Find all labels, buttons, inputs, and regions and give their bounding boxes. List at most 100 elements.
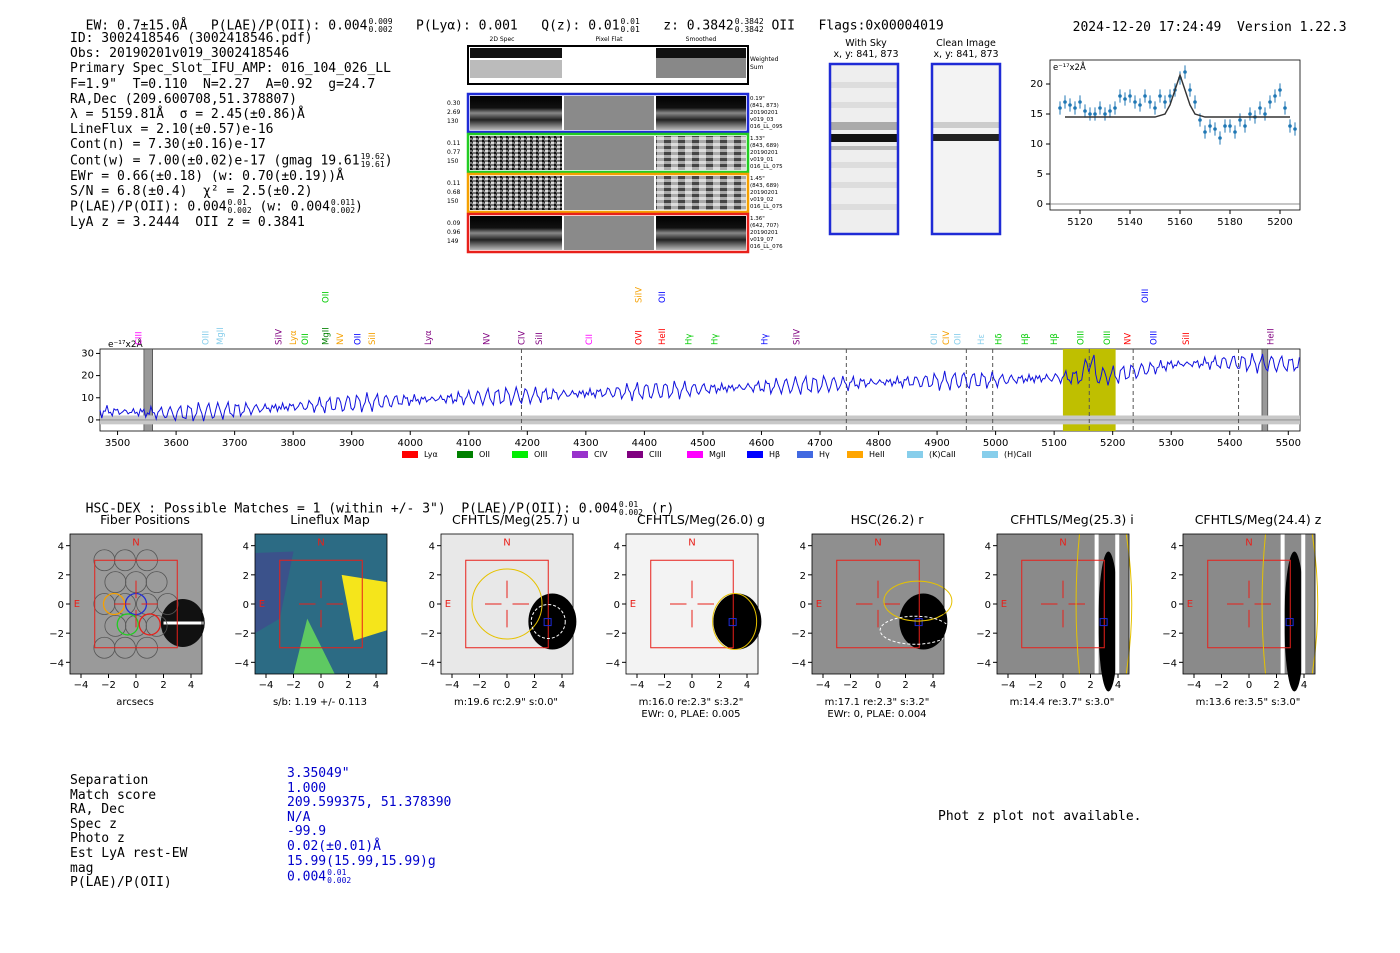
zoom-data-point [1063,100,1067,104]
panel-caption-line1: m:17.1 re:2.3" s:3.2" [824,697,930,708]
search-box [1021,559,1105,649]
panel-ytick-label: 0 [58,600,64,611]
panel-caption: m:14.4 re:3.7" s:3.0" [977,697,1147,709]
spec-xtick-label: 5100 [1041,438,1066,449]
zoom-data-point [1098,106,1102,110]
panel-xtick-label: 2 [531,680,537,691]
panel-caption-line2: EWr: 0, PLAE: 0.004 [827,709,927,720]
zoom-ytick-label: 20 [1030,79,1043,90]
panel-ytick-label: 4 [800,542,806,553]
cutout-left-value: 150 [447,158,459,165]
panel-ytick-label: −4 [977,658,991,669]
header-z: z: 0.3842 [663,18,734,34]
panel-title: CFHTLS/Meg(25.7) u [452,512,580,527]
cutout-right-value: (843, 689) [750,183,779,189]
emission-line-label: SiII [535,332,545,345]
emission-line-label: SiIV [793,329,803,345]
zoom-data-point [1283,106,1287,110]
summary-value-text: 1.000 [287,780,327,796]
emission-line-label: Hβ [1050,333,1060,345]
header-version: Version 1.22.3 [1237,20,1347,35]
cutout-frame [466,212,750,254]
panel-caption-line1: m:14.4 re:3.7" s:3.0" [1009,697,1115,708]
panel-ytick-label: −2 [606,629,620,640]
zoom-plot-area [1049,59,1301,211]
matches-title: HSC-DEX : Possible Matches = 1 (within +… [85,501,618,517]
panel-caption-line1: m:19.6 rc:2.9" s:0.0" [453,697,559,708]
panel-image: N E −4 −4 −2 −2 0 0 2 2 4 4 [1163,533,1319,692]
with-sky-header: With Sky x, y: 841, 873 [826,38,906,60]
summary-value: 209.599375, 51.378390 [287,795,451,811]
zoom-data-point [1223,124,1227,128]
zoom-data-point [1288,124,1292,128]
summary-label: Photo z [70,831,125,847]
zoom-data-point [1193,100,1197,104]
legend-label: Hγ [819,450,830,459]
aperture-ellipse [1075,533,1080,675]
cutout-left-value: 130 [447,118,459,125]
legend-label: CIII [649,450,662,459]
emission-line-label: Hγ [711,334,721,345]
info-fit: F=1.9" T=0.110 N=2.27 A=0.92 g=24.7 [70,76,376,92]
panel-ytick-label: 0 [1171,600,1177,611]
emission-line-label: NV [336,333,346,345]
compass-north: N [688,538,695,549]
zoom-xtick-label: 5180 [1217,217,1242,228]
cutout-right-value: v019_01 [750,157,774,163]
spec-ylabel: e⁻¹⁷x2Å [108,338,144,350]
zoom-data-point [1093,112,1097,116]
legend-swatch [847,451,863,458]
spec-xtick-label: 5300 [1158,438,1183,449]
emission-line-label: HeII [658,328,668,345]
cutout-right-value: 016_LL_075 [750,164,783,170]
with-sky-label: With Sky [845,38,887,49]
image-panel: Fiber Positions [70,512,230,527]
lineflux-hotspot [341,574,387,641]
source-ellipse [530,604,566,639]
zoom-xtick-label: 5160 [1167,217,1192,228]
cutout-row: 0.09 0.96 149 1.36"(642, 707)20190201v019_0… [447,212,783,254]
panel-image: N E −4 −4 −2 −2 0 0 2 2 4 4 [606,533,762,691]
zoom-xtick-label: 5120 [1067,217,1092,228]
zoom-data-point [1293,127,1297,131]
panel-title: CFHTLS/Meg(26.0) g [637,512,765,527]
panel-ytick-label: −4 [1163,658,1177,669]
weighted-sum-label: Weighted [750,56,779,63]
cutout-left-value: 150 [447,198,459,205]
header-z-frac: 0.3842 0.3842 [734,17,764,34]
panel-xtick-label: 4 [744,680,750,691]
spec-xtick-label: 3900 [339,438,364,449]
cutout-right-value: 016_LL_076 [750,244,783,250]
zoom-data-point [1083,109,1087,113]
cutout-right-value: 20190201 [750,230,778,236]
pixel-flat-image [564,96,654,130]
summary-plae-frac: 0.01 0.002 [327,868,352,886]
spec-xtick-label: 4600 [749,438,774,449]
header-plya: P(Lyα): 0.001 [416,18,518,34]
summary-label: P(LAE)/P(OII) [70,875,172,891]
pixel-flat-image [564,136,654,170]
zoom-fit-line [1065,72,1290,118]
spec-masked-region [1261,348,1269,432]
fiber-circle [145,571,168,594]
image-panel: HSC(26.2) r [812,512,972,527]
legend-swatch [457,451,473,458]
col-header-smoothed: Smoothed [686,36,717,43]
cutout-right-value: 0.19" [750,96,765,102]
panel-xtick-label: 4 [559,680,565,691]
spec-xtick-label: 4800 [866,438,891,449]
panel-title: Lineflux Map [290,512,370,527]
zoom-data-point [1168,94,1172,98]
panel-caption-line1: arcsecs [116,697,154,708]
bleed-trail [1301,534,1306,674]
panel-caption: m:19.6 rc:2.9" s:0.0" [421,697,591,709]
header-qz: Q(z): 0.01 [541,18,620,34]
info-plae-w-frac: 0.011 0.002 [330,198,356,216]
zoom-ylabel: e⁻¹⁷x2Å [1053,61,1086,73]
legend-swatch [627,451,643,458]
summary-label: Est LyA rest-EW [70,845,188,861]
info-lya: LyA z = 3.2444 OII z = 0.3841 [70,215,305,231]
header-qz-frac: 0.01 0.01 [620,17,640,34]
panel-caption-line2: EWr: 0, PLAE: 0.005 [641,709,741,720]
